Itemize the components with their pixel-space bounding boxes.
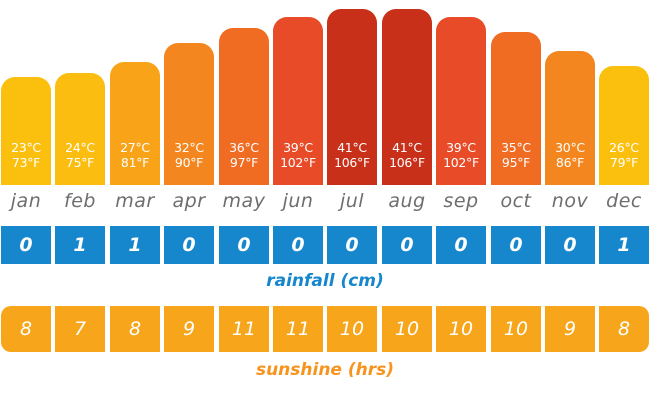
temp-bar-oct: 35°C 95°F [491,31,541,185]
month-label-feb: feb [64,190,96,212]
temp-bar-dec: 26°C 79°F [599,65,649,185]
temp-label-f: 102°F [443,154,479,170]
temp-bar-apr: 32°C 90°F [164,43,214,185]
month-label-may: may [222,190,266,212]
temp-label-c: 32°C [174,140,204,155]
rainfall-value-sep: 0 [436,226,486,264]
month-label-sep: sep [443,190,479,212]
sunshine-caption: sunshine (hrs) [255,360,395,380]
rainfall-value-nov: 0 [545,226,595,264]
temp-label-c: 27°C [120,139,150,155]
month-label-dec: dec [606,190,642,212]
rainfall-value-jul: 0 [327,226,377,264]
sunshine-value-may: 11 [219,306,269,352]
temp-bar-may: 36°C 97°F [219,27,269,185]
temp-label-c: 23°C [11,140,41,155]
month-label-jan: jan [10,190,42,212]
rainfall-value-apr: 0 [164,226,214,264]
temp-label-f: 81°F [120,154,150,170]
rainfall-value-aug: 0 [382,226,432,264]
rainfall-value-jan: 0 [1,226,51,264]
month-label-apr: apr [172,190,206,212]
temp-label-c: 41°C [337,140,367,155]
temp-label-c: 41°C [392,140,422,155]
temp-bar-jan: 23°C 73°F [1,77,51,185]
rainfall-value-dec: 1 [599,226,649,264]
rainfall-caption: rainfall (cm) [266,271,384,291]
temp-bar-fill [545,50,595,185]
temp-label-f: 106°F [389,155,425,170]
temp-bar-sep: 39°C 102°F [436,16,486,185]
rainfall-value-may: 0 [219,226,269,264]
sunshine-value-feb: 7 [55,306,105,352]
sunshine-value-mar: 8 [110,306,160,352]
temp-label-c: 35°C [501,139,531,155]
temp-label-f: 79°F [609,154,639,170]
month-label-nov: nov [551,190,589,212]
sunshine-value-oct: 10 [491,306,541,352]
temp-bar-fill [1,77,51,185]
sunshine-value-jul: 10 [327,306,377,352]
temp-label-c: 24°C [65,139,95,155]
temp-bar-feb: 24°C 75°F [55,73,105,185]
month-label-mar: mar [115,190,155,212]
temp-label-f: 97°F [229,154,259,170]
month-label-oct: oct [500,190,532,212]
sunshine-value-jun: 11 [273,306,323,352]
temp-bar-fill [327,9,377,185]
month-label-aug: aug [388,190,426,212]
temp-label-c: 36°C [229,139,259,155]
temp-bar-nov: 30°C 86°F [545,50,595,185]
temp-label-f: 75°F [65,154,95,170]
month-label-jul: jul [339,190,365,212]
temp-bar-fill [382,9,432,185]
temp-label-f: 106°F [334,155,370,170]
temp-label-c: 39°C [283,139,313,155]
temp-bar-fill [219,27,269,185]
temp-bar-fill [164,43,214,185]
sunshine-value-apr: 9 [164,306,214,352]
rainfall-value-feb: 1 [55,226,105,264]
temp-label-c: 39°C [446,139,476,155]
temp-label-f: 95°F [501,154,531,170]
temp-bar-aug: 41°C 106°F [382,9,432,185]
temp-label-f: 90°F [174,155,204,170]
temp-label-f: 102°F [280,154,316,170]
temp-bar-fill [436,16,486,185]
sunshine-value-jan: 8 [1,306,51,352]
rainfall-value-mar: 1 [110,226,160,264]
rainfall-value-oct: 0 [491,226,541,264]
temp-bar-fill [491,31,541,185]
temp-label-c: 30°C [555,139,585,155]
temp-label-c: 26°C [609,139,639,155]
temp-bar-fill [599,65,649,185]
temp-bar-fill [55,73,105,185]
temp-bar-jun: 39°C 102°F [273,16,323,185]
temp-bar-fill [110,61,160,185]
temp-bar-mar: 27°C 81°F [110,61,160,185]
temp-label-f: 86°F [555,154,585,170]
month-label-jun: jun [282,190,314,212]
temp-bar-fill [273,16,323,185]
temp-label-f: 73°F [11,155,41,170]
temp-bar-jul: 41°C 106°F [327,9,377,185]
sunshine-value-nov: 9 [545,306,595,352]
sunshine-value-dec: 8 [599,306,649,352]
rainfall-value-jun: 0 [273,226,323,264]
sunshine-value-sep: 10 [436,306,486,352]
sunshine-value-aug: 10 [382,306,432,352]
